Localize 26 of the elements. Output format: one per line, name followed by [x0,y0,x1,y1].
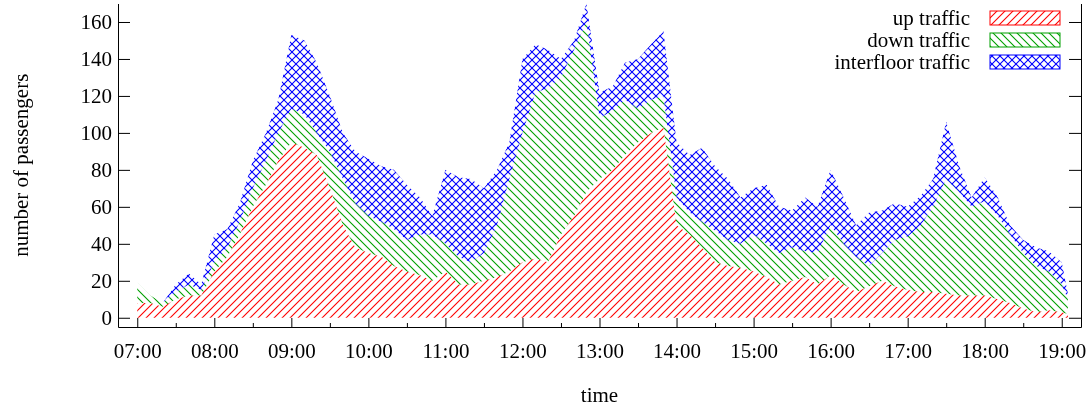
x-tick-label: 10:00 [344,338,393,363]
y-tick-label: 60 [91,195,112,220]
y-tick-label: 160 [80,10,112,35]
y-tick-label: 100 [80,121,112,146]
x-tick-label: 09:00 [267,338,316,363]
x-axis-title: time [580,383,619,407]
y-tick-label: 140 [80,47,112,72]
x-tick-label: 17:00 [884,338,933,363]
y-axis-title: number of passengers [9,73,33,257]
y-tick-label: 20 [91,269,112,294]
x-tick-label: 19:00 [1038,338,1087,363]
legend-label: up traffic [892,6,970,31]
x-tick-label: 16:00 [807,338,856,363]
y-tick-label: 80 [91,158,112,183]
legend-label: interfloor traffic [834,50,970,75]
x-tick-label: 14:00 [653,338,701,363]
x-tick-label: 15:00 [730,338,778,363]
x-tick-label: 13:00 [576,338,624,363]
x-tick-label: 12:00 [499,338,547,363]
y-tick-label: 0 [101,305,112,330]
y-tick-label: 120 [80,84,112,109]
y-tick-label: 40 [91,232,112,257]
x-tick-label: 07:00 [113,338,162,363]
x-tick-label: 11:00 [422,338,470,363]
x-tick-label: 18:00 [961,338,1010,363]
x-tick-label: 08:00 [190,338,239,363]
